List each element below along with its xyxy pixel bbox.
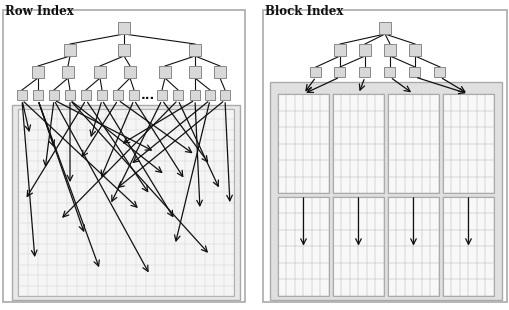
Bar — [32, 66, 44, 78]
Bar — [409, 67, 420, 77]
Bar — [333, 44, 345, 56]
Bar — [219, 90, 230, 100]
Bar — [310, 67, 321, 77]
Bar — [263, 10, 506, 302]
Bar — [12, 105, 240, 300]
Bar — [118, 44, 130, 56]
Bar — [190, 90, 200, 100]
Bar — [3, 10, 244, 302]
Bar — [359, 67, 370, 77]
Bar — [124, 66, 136, 78]
Bar — [387, 197, 438, 296]
Bar — [384, 67, 394, 77]
Bar — [33, 90, 43, 100]
Bar — [97, 90, 107, 100]
Text: Row Index: Row Index — [5, 5, 74, 18]
Bar — [442, 94, 493, 193]
Bar — [118, 22, 130, 34]
Bar — [189, 66, 201, 78]
Bar — [94, 66, 106, 78]
Bar — [62, 66, 74, 78]
Bar — [17, 90, 27, 100]
Bar — [65, 90, 75, 100]
Bar — [49, 90, 59, 100]
Bar — [157, 90, 166, 100]
Bar — [269, 82, 501, 300]
Bar — [159, 66, 171, 78]
Bar — [408, 44, 420, 56]
Bar — [332, 94, 383, 193]
Bar — [334, 67, 345, 77]
Bar — [205, 90, 215, 100]
Bar — [358, 44, 370, 56]
Bar — [434, 67, 445, 77]
Bar — [173, 90, 183, 100]
Bar — [277, 94, 328, 193]
Bar — [378, 22, 390, 34]
Bar — [387, 94, 438, 193]
Bar — [129, 90, 139, 100]
Bar — [189, 44, 201, 56]
Bar — [81, 90, 91, 100]
Bar — [64, 44, 76, 56]
Bar — [214, 66, 225, 78]
Bar — [277, 197, 328, 296]
Text: ...: ... — [140, 88, 155, 101]
Bar — [383, 44, 395, 56]
Bar — [442, 197, 493, 296]
Bar — [18, 109, 234, 296]
Text: Block Index: Block Index — [265, 5, 343, 18]
Bar — [113, 90, 123, 100]
Bar — [332, 197, 383, 296]
